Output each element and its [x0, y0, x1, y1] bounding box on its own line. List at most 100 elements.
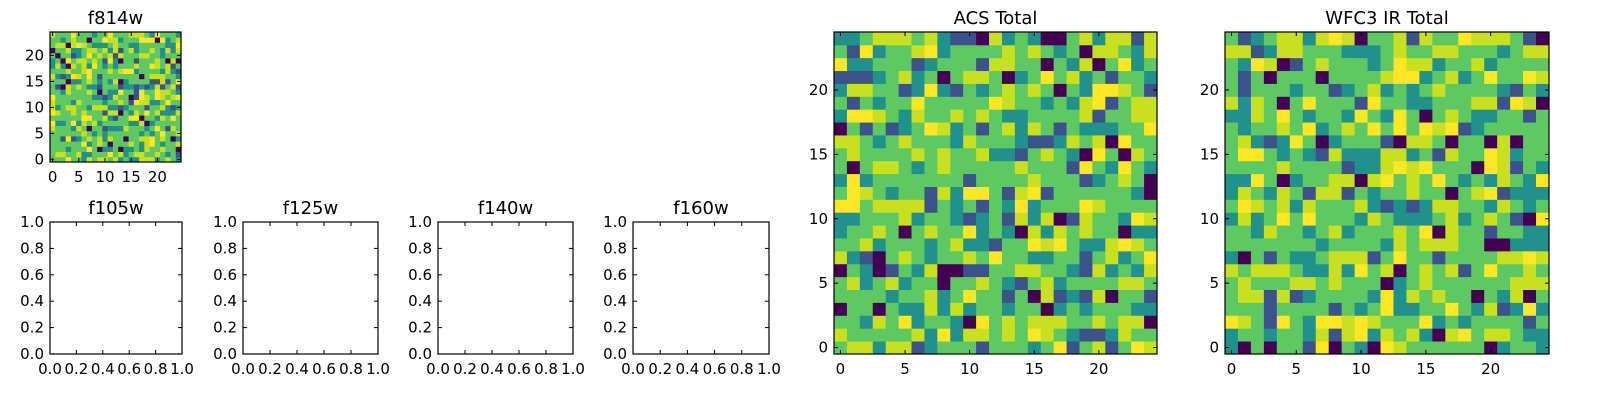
heatmap-cell [898, 135, 912, 149]
heatmap-cell [97, 125, 103, 132]
heatmap-cell [1276, 250, 1291, 265]
y-tick-label: 15 [809, 145, 828, 163]
heatmap-cell [1523, 186, 1537, 200]
heatmap-cell [55, 104, 61, 111]
heatmap-cell [1445, 263, 1459, 278]
heatmap-cell [81, 73, 88, 80]
heatmap-cell [1380, 289, 1394, 303]
heatmap-cell [55, 32, 61, 38]
heatmap-cell [1225, 70, 1239, 84]
heatmap-cell [1328, 315, 1343, 329]
heatmap-cell [55, 130, 61, 137]
heatmap-cell [128, 78, 135, 85]
heatmap-cell [989, 32, 1003, 46]
heatmap-cell [1471, 57, 1485, 72]
heatmap-cell [123, 37, 129, 43]
heatmap-cell [1315, 96, 1330, 110]
heatmap-cell [1406, 199, 1420, 213]
heatmap-cell [154, 115, 161, 121]
y-tick-label: 0.8 [408, 239, 432, 257]
heatmap-cell [1092, 186, 1106, 200]
heatmap-cell [924, 96, 938, 110]
heatmap-cell [1445, 109, 1459, 123]
heatmap-cell [86, 110, 93, 116]
heatmap-cell [1066, 199, 1080, 213]
heatmap-cell [133, 73, 140, 80]
heatmap-cell [963, 199, 977, 213]
heatmap-cell [1406, 32, 1420, 46]
heatmap-cell [950, 173, 964, 187]
heatmap-cell [1328, 122, 1343, 136]
heatmap-cell [1497, 328, 1511, 342]
heatmap-cell [123, 141, 129, 147]
heatmap-cell [1144, 328, 1158, 342]
heatmap-cell [154, 47, 161, 54]
heatmap-cell [950, 32, 964, 46]
heatmap-cell [133, 104, 140, 111]
heatmap-cell [128, 125, 135, 132]
heatmap-cell [1237, 32, 1252, 46]
heatmap-cell [963, 109, 977, 123]
heatmap-cell [1406, 276, 1420, 290]
x-tick-label: 0 [1227, 360, 1237, 378]
heatmap-cell [102, 84, 109, 90]
heatmap-cell [60, 84, 67, 90]
heatmap-cell [65, 110, 72, 116]
heatmap-cell [924, 276, 938, 290]
heatmap-cell [898, 96, 912, 110]
x-tick-label: 0.8 [144, 360, 168, 378]
heatmap-cell [1302, 83, 1317, 97]
heatmap-cell [1131, 212, 1145, 226]
heatmap-cell [1406, 147, 1420, 162]
heatmap-cell [1263, 225, 1278, 239]
heatmap-cell [170, 115, 177, 121]
heatmap-cell [846, 135, 861, 149]
heatmap-cell [1510, 341, 1524, 355]
heatmap-cell [91, 73, 98, 80]
heatmap-cell [107, 130, 114, 137]
acs-total-frame [833, 31, 1158, 355]
heatmap-cell [1014, 263, 1029, 278]
heatmap-cell [1315, 57, 1330, 72]
heatmap-cell [70, 130, 77, 137]
heatmap-cell [1001, 44, 1016, 59]
heatmap-cell [160, 58, 166, 64]
heatmap-cell [1302, 199, 1317, 213]
heatmap-cell [102, 63, 109, 69]
heatmap-cell [1144, 199, 1158, 213]
heatmap-cell [1458, 212, 1472, 226]
heatmap-cell [128, 89, 135, 95]
heatmap-cell [118, 78, 124, 85]
heatmap-cell [55, 146, 61, 152]
heatmap-cell [834, 341, 848, 355]
heatmap-cell [1432, 57, 1446, 72]
heatmap-cell [118, 99, 124, 106]
heatmap-cell [1354, 341, 1368, 355]
heatmap-cell [1393, 225, 1407, 239]
x-tick-label: 20 [148, 168, 167, 186]
heatmap-cell [1302, 44, 1317, 59]
heatmap-cell [1406, 341, 1420, 355]
heatmap-cell [1315, 289, 1330, 303]
heatmap-cell [1523, 135, 1537, 149]
heatmap-cell [1040, 225, 1055, 239]
heatmap-cell [70, 78, 77, 85]
heatmap-cell [112, 78, 119, 85]
heatmap-cell [144, 151, 150, 158]
heatmap-cell [154, 63, 161, 69]
heatmap-cell [885, 186, 899, 200]
heatmap-cell [170, 156, 177, 163]
heatmap-cell [1328, 135, 1343, 149]
heatmap-cell [1079, 302, 1093, 316]
heatmap-cell [1523, 328, 1537, 342]
heatmap-cell [950, 315, 964, 329]
f125w-title: f125w [283, 198, 338, 219]
heatmap-cell [175, 37, 182, 43]
heatmap-cell [165, 73, 171, 80]
heatmap-cell [1105, 199, 1119, 213]
heatmap-cell [1432, 160, 1446, 175]
heatmap-cell [872, 173, 887, 187]
heatmap-cell [133, 130, 140, 137]
heatmap-cell [1432, 109, 1446, 123]
